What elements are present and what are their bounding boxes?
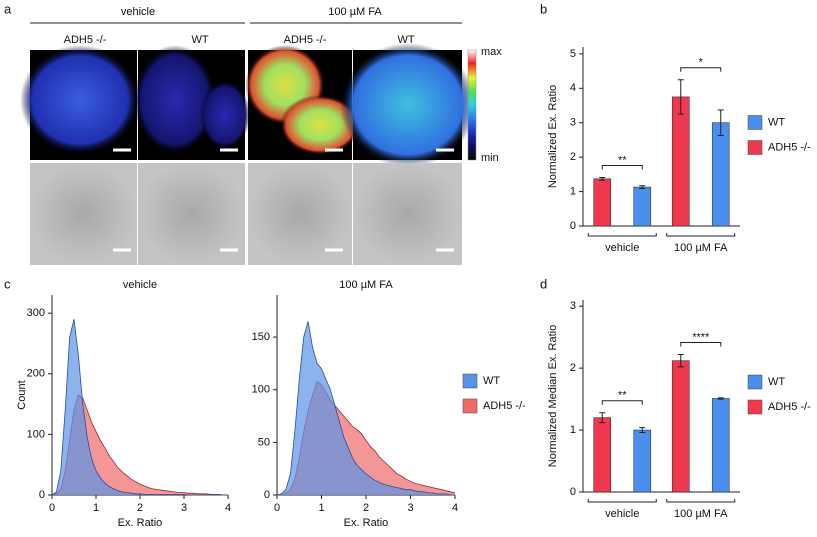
panel-label: a	[4, 1, 12, 16]
bar	[671, 96, 690, 227]
group-bracket	[666, 499, 736, 503]
bar	[593, 178, 612, 227]
x-axis-label: Ex. Ratio	[344, 517, 389, 529]
panel-label: c	[4, 276, 11, 291]
x-tick-label: 3	[407, 502, 413, 514]
chart-title: 100 µM FA	[339, 279, 393, 291]
y-tick-label: 0	[39, 489, 45, 501]
x-tick-label: 3	[181, 502, 187, 514]
group-bracket	[587, 233, 657, 237]
x-tick-label: 0	[49, 502, 55, 514]
significance-bracket	[680, 67, 722, 72]
significance-label: *	[699, 57, 704, 69]
y-tick-label: 3	[570, 117, 576, 129]
y-tick-label: 0	[570, 220, 576, 232]
error-bar	[717, 109, 724, 136]
legend-label: WT	[768, 116, 785, 128]
error-bar	[717, 397, 724, 400]
y-tick-label: 2	[570, 151, 576, 163]
x-tick-label: vehicle	[605, 242, 639, 254]
x-tick-label: 2	[363, 502, 369, 514]
legend-swatch	[462, 373, 478, 389]
legend-label: WT	[768, 376, 785, 388]
y-tick-label: 1	[570, 185, 576, 197]
y-axis-label: Normalized Median Ex. Ratio	[547, 325, 559, 467]
significance-label: **	[618, 390, 627, 402]
y-axis-label: Count	[16, 380, 28, 409]
legend-swatch	[747, 374, 763, 390]
legend-swatch	[462, 398, 478, 414]
brightfield-images	[30, 163, 462, 265]
y-tick-label: 0	[264, 489, 270, 501]
colorbar-min: min	[481, 152, 499, 164]
error-bar	[599, 176, 606, 181]
significance-bracket	[601, 400, 643, 405]
error-bar	[639, 185, 646, 189]
panel-label: b	[540, 1, 547, 16]
significance-bracket	[601, 164, 643, 170]
bar	[711, 122, 730, 227]
legend-label: ADH5 -/-	[768, 401, 811, 413]
legend-swatch	[747, 399, 763, 415]
genotype-label: ADH5 -/-	[284, 34, 327, 46]
histogram-line	[51, 319, 228, 496]
legend-label: WT	[483, 375, 500, 387]
y-tick-label: 3	[570, 300, 576, 312]
x-tick-label: 1	[318, 502, 324, 514]
genotype-label: ADH5 -/-	[64, 34, 107, 46]
bar	[633, 429, 652, 493]
y-tick-label: 5	[570, 48, 576, 60]
panel-label: d	[540, 276, 547, 291]
y-tick-label: 200	[27, 368, 45, 380]
chart-title: vehicle	[123, 279, 157, 291]
colorbar	[467, 49, 477, 161]
y-tick-label: 300	[27, 307, 45, 319]
x-tick-label: 0	[274, 502, 280, 514]
legend-swatch	[747, 115, 763, 130]
x-tick-label: vehicle	[605, 508, 639, 520]
condition-label: 100 µM FA	[328, 6, 382, 18]
y-tick-label: 2	[570, 362, 576, 374]
legend-label: ADH5 -/-	[768, 141, 811, 153]
error-bar	[677, 79, 684, 115]
legend-swatch	[747, 140, 763, 155]
y-tick-label: 150	[252, 331, 270, 343]
y-tick-label: 50	[258, 436, 270, 448]
group-bracket	[666, 233, 736, 237]
x-tick-label: 1	[93, 502, 99, 514]
error-bar	[599, 412, 606, 424]
x-tick-label: 4	[452, 502, 458, 514]
significance-bracket	[680, 342, 722, 347]
error-bar	[639, 427, 646, 434]
fluorescence-images	[20, 43, 476, 167]
genotype-label: WT	[191, 34, 208, 46]
group-bracket	[587, 499, 657, 503]
significance-label: **	[618, 154, 627, 166]
histogram-line	[276, 321, 455, 496]
y-tick-label: 1	[570, 424, 576, 436]
y-tick-label: 4	[570, 82, 576, 94]
bar	[593, 417, 612, 493]
y-axis-label: Normalized Ex. Ratio	[547, 85, 559, 188]
bar	[671, 360, 690, 493]
y-tick-label: 0	[570, 486, 576, 498]
error-bar	[677, 354, 684, 368]
significance-label: ****	[692, 331, 710, 343]
bar	[633, 186, 652, 227]
y-tick-label: 100	[252, 384, 270, 396]
area-fill	[277, 321, 455, 495]
x-axis-label: Ex. Ratio	[118, 517, 163, 529]
x-tick-label: 4	[225, 502, 231, 514]
y-tick-label: 100	[27, 428, 45, 440]
bar	[711, 398, 730, 493]
genotype-label: WT	[397, 34, 414, 46]
colorbar-max: max	[481, 46, 502, 58]
x-tick-label: 100 µM FA	[674, 242, 728, 254]
x-tick-label: 100 µM FA	[674, 508, 728, 520]
condition-label: vehicle	[121, 6, 155, 18]
legend-label: ADH5 -/-	[483, 400, 526, 412]
area-fill	[52, 319, 228, 495]
x-tick-label: 2	[137, 502, 143, 514]
